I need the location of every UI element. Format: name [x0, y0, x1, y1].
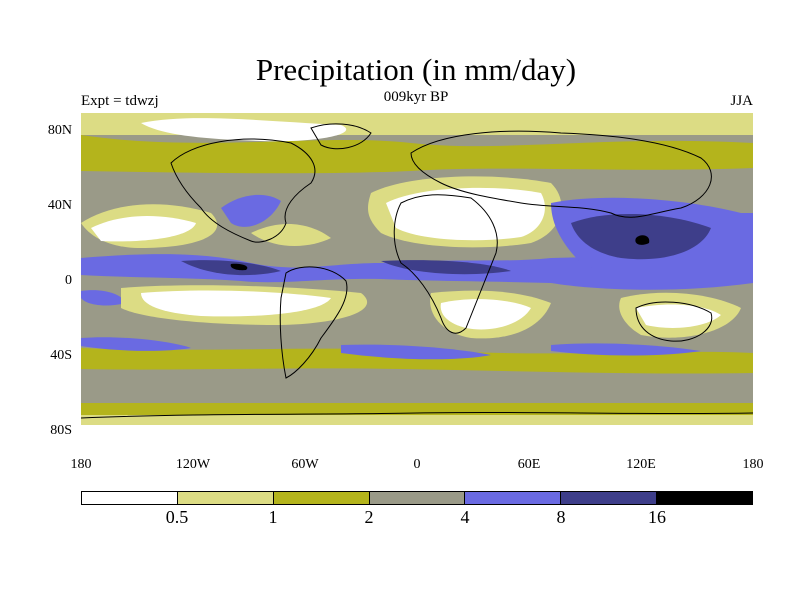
north-pacific-dry [91, 216, 196, 242]
colorbar-segment [657, 492, 753, 504]
lat-label-80n: 80N [47, 123, 72, 138]
colorbar [81, 491, 753, 505]
lat-label-0: 0 [65, 273, 72, 288]
colorbar-segment [561, 492, 658, 504]
lon-label-180e: 180 [742, 457, 764, 472]
antarctica-coast [81, 411, 753, 419]
lon-label-60e: 60E [517, 457, 541, 472]
lon-label-60w: 60W [291, 457, 319, 472]
lon-label-180w: 180 [70, 457, 92, 472]
season-label: JJA [730, 93, 753, 109]
colorbar-label: 2 [364, 507, 374, 527]
colorbar-label: 1 [268, 507, 278, 527]
greenland-coast [310, 123, 372, 150]
precipitation-map [81, 113, 753, 449]
colorbar-segment [369, 492, 466, 504]
africa-coast [393, 194, 498, 334]
experiment-label: Expt = tdwzj [81, 93, 159, 109]
eurasia-coast [410, 130, 712, 218]
lon-label-0: 0 [413, 457, 421, 472]
colorbar-segment [465, 492, 562, 504]
colorbar-segment [273, 492, 370, 504]
southeast-pacific-dry [141, 290, 331, 317]
north-midlat-band [81, 135, 753, 174]
lon-label-120w: 120W [175, 457, 211, 472]
arctic-dry-patch [141, 118, 347, 142]
colorbar-label: 16 [648, 507, 666, 527]
lat-label-40n: 40N [47, 198, 72, 213]
southern-storm-track [81, 348, 753, 374]
australia-dry [636, 304, 721, 328]
southern-africa-dry [440, 299, 531, 330]
colorbar-label: 8 [556, 507, 566, 527]
colorbar-label: 0.5 [165, 507, 189, 527]
lat-label-80s: 80S [50, 423, 72, 438]
map-title: Precipitation (in mm/day) [255, 52, 577, 87]
north-america-coast [170, 138, 316, 243]
australia-coast [635, 301, 713, 342]
south-america-coast [279, 266, 348, 379]
sahara-dry [386, 187, 545, 241]
period-label: 009kyr BP [383, 89, 449, 105]
colorbar-segment [177, 492, 274, 504]
lon-label-120e: 120E [626, 457, 656, 472]
lat-label-40s: 40S [50, 348, 72, 363]
colorbar-label: 4 [460, 507, 470, 527]
coastlines [81, 123, 753, 419]
antarctica-dry [81, 425, 753, 449]
colorbar-segment [82, 492, 178, 504]
